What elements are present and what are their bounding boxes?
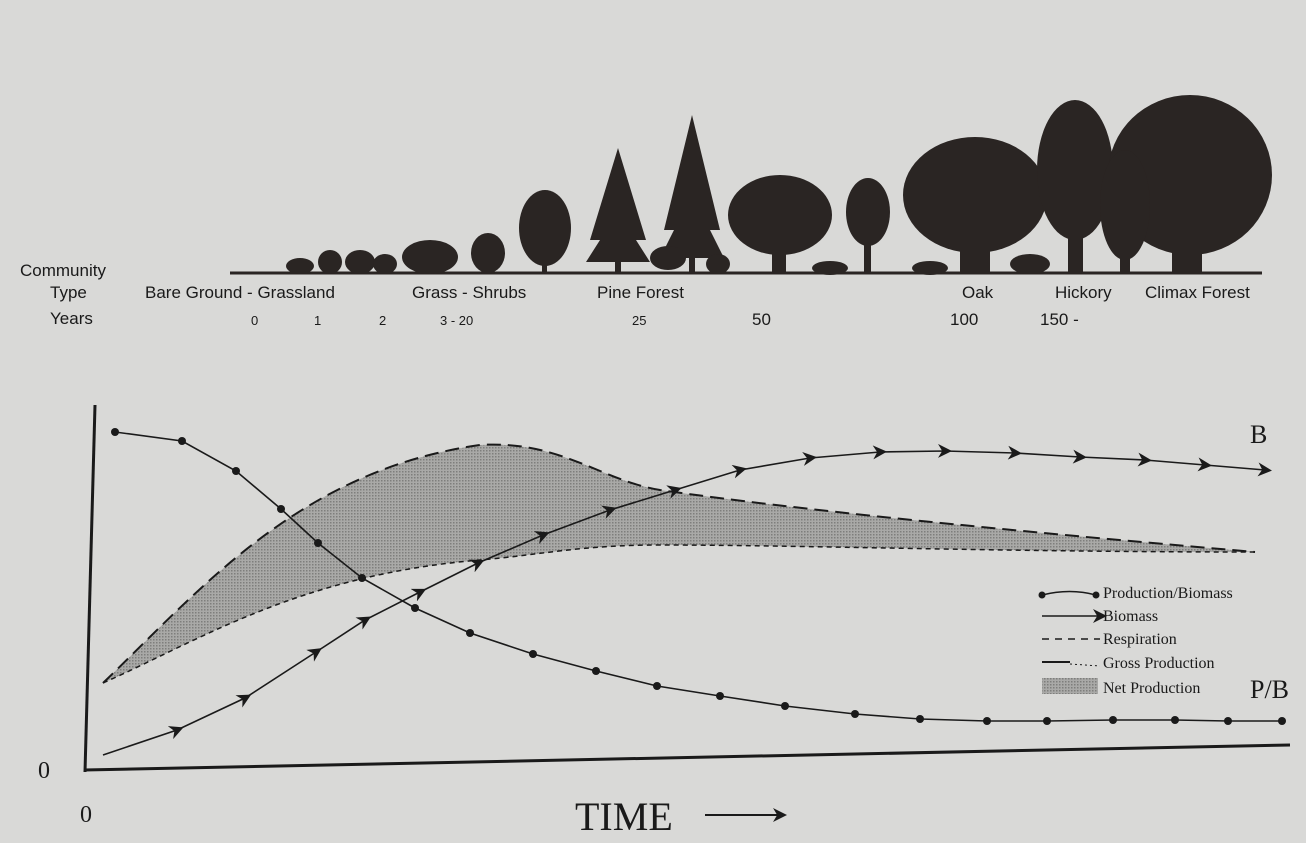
curve-dot bbox=[1171, 716, 1179, 724]
year: 25 bbox=[632, 313, 646, 328]
vegetation-part-part bbox=[689, 250, 695, 273]
vegetation-part-part bbox=[812, 261, 848, 275]
community-type: Bare Ground - Grassland bbox=[145, 283, 335, 302]
vegetation-part-part bbox=[1120, 230, 1130, 273]
curve-dot bbox=[1278, 717, 1286, 725]
curve-dot bbox=[1224, 717, 1232, 725]
curve-dot bbox=[781, 702, 789, 710]
legend-label: Respiration bbox=[1103, 631, 1177, 648]
origin-label: 0 bbox=[38, 758, 50, 784]
curve-dot bbox=[277, 505, 285, 513]
curve-label: P/B bbox=[1250, 675, 1289, 704]
vegetation-part-part bbox=[286, 258, 314, 274]
curve-dot bbox=[466, 629, 474, 637]
community-type: Hickory bbox=[1055, 283, 1112, 302]
page: Succession diagram {"header": {"row_labe… bbox=[0, 0, 1306, 843]
curve-dot bbox=[1043, 717, 1051, 725]
curve-dot bbox=[529, 650, 537, 658]
year: 2 bbox=[379, 313, 386, 328]
legend: Production/Biomass Biomass Respiration G… bbox=[1039, 585, 1233, 697]
legend-part bbox=[1070, 664, 1100, 666]
body: Community Type Years Bare Ground - Grass… bbox=[0, 0, 1306, 843]
curve-dot bbox=[592, 667, 600, 675]
vegetation-part bbox=[286, 95, 1272, 275]
legend-label: Production/Biomass bbox=[1103, 585, 1233, 602]
row-label: Years bbox=[50, 309, 93, 328]
year: 1 bbox=[314, 313, 321, 328]
year: 50 bbox=[752, 310, 771, 329]
vegetation-part-part bbox=[1010, 254, 1050, 274]
vegetation-part-part bbox=[1172, 220, 1202, 273]
curve-dot bbox=[411, 604, 419, 612]
origin-label: 0 bbox=[80, 802, 92, 828]
legend-part bbox=[1039, 592, 1046, 599]
vegetation-part-part bbox=[373, 254, 397, 274]
curve-dot bbox=[232, 467, 240, 475]
year: 0 bbox=[251, 313, 258, 328]
row-label: Type bbox=[50, 283, 87, 302]
legend-part bbox=[1042, 592, 1096, 596]
x-axis-label: TIME bbox=[575, 794, 673, 839]
vegetation-part-part bbox=[864, 230, 871, 273]
curve-dot bbox=[358, 574, 366, 582]
vegetation-part-part bbox=[650, 246, 686, 270]
legend-label: Gross Production bbox=[1103, 655, 1215, 672]
curve-dot bbox=[314, 539, 322, 547]
y-axis bbox=[85, 405, 95, 772]
curve-dot bbox=[111, 428, 119, 436]
curve-dot bbox=[851, 710, 859, 718]
year: 150 - bbox=[1040, 310, 1079, 329]
community-type: Oak bbox=[962, 283, 994, 302]
community-type: Pine Forest bbox=[597, 283, 684, 302]
vegetation-part-part bbox=[345, 250, 375, 274]
curve-dot bbox=[178, 437, 186, 445]
figure: Community Type Years Bare Ground - Grass… bbox=[0, 0, 1306, 843]
vegetation-part-part bbox=[706, 254, 730, 274]
vegetation-part-part bbox=[586, 148, 650, 262]
curve-dot bbox=[1109, 716, 1117, 724]
vegetation-part-part bbox=[912, 261, 948, 275]
vegetation-part-part bbox=[519, 190, 571, 266]
year: 3 - 20 bbox=[440, 313, 473, 328]
net-production-area bbox=[103, 445, 1255, 683]
vegetation-part-part bbox=[960, 225, 990, 273]
vegetation-part-part bbox=[772, 235, 786, 273]
row-label: Community bbox=[20, 261, 106, 280]
x-axis bbox=[84, 745, 1290, 770]
curve-dot bbox=[653, 682, 661, 690]
legend-label: Net Production bbox=[1103, 680, 1200, 697]
vegetation-part-part bbox=[660, 115, 724, 258]
vegetation-part-part bbox=[402, 240, 458, 274]
curve-dot bbox=[983, 717, 991, 725]
vegetation bbox=[230, 95, 1272, 275]
community-type: Grass - Shrubs bbox=[412, 283, 526, 302]
legend-part bbox=[1042, 678, 1098, 694]
vegetation-part-part bbox=[1068, 220, 1083, 273]
curve-label: B bbox=[1250, 420, 1267, 449]
vegetation-part-part bbox=[471, 233, 505, 273]
legend-part bbox=[1093, 592, 1100, 599]
vegetation-part-part bbox=[318, 250, 342, 274]
year: 100 bbox=[950, 310, 978, 329]
legend-label: Biomass bbox=[1103, 608, 1158, 625]
vegetation-part-part bbox=[615, 255, 621, 273]
community-type: Climax Forest bbox=[1145, 283, 1250, 302]
curve-dot bbox=[716, 692, 724, 700]
curve-dot bbox=[916, 715, 924, 723]
